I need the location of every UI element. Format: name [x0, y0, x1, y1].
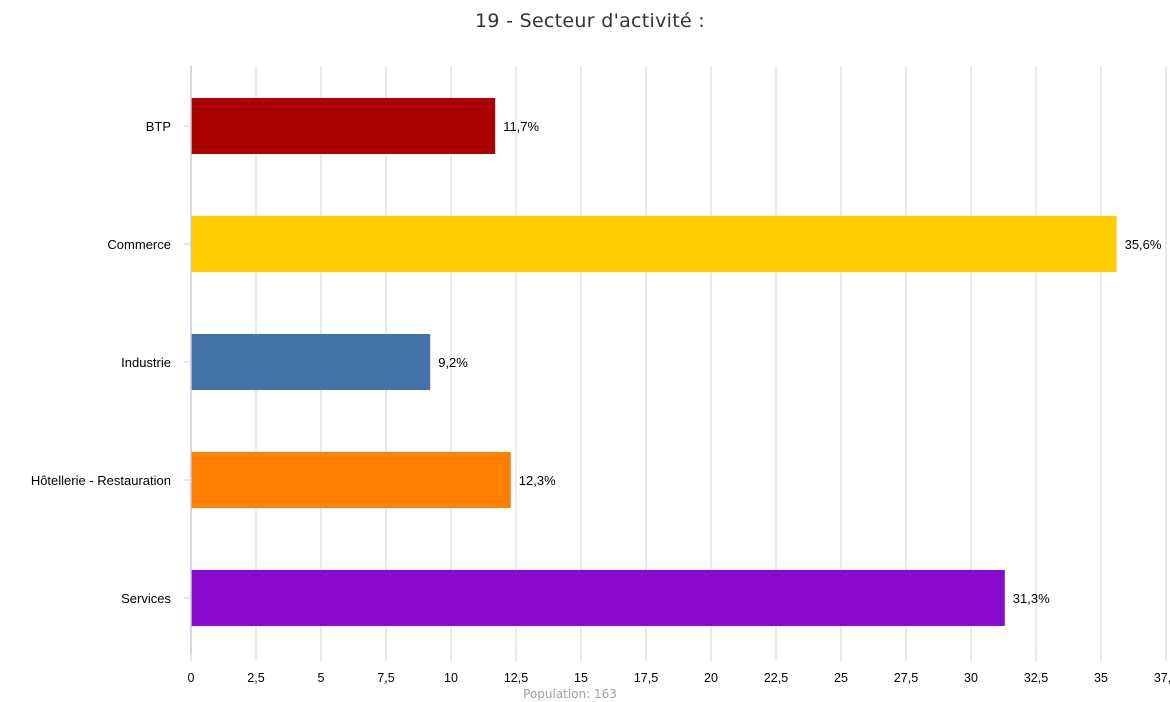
data-label: 11,7%	[503, 119, 539, 134]
x-tick-label: 10	[444, 671, 458, 685]
x-tick-label: 22,5	[764, 671, 788, 685]
x-tick-label: 20	[704, 671, 718, 685]
data-label: 31,3%	[1013, 591, 1050, 606]
grid-lines	[255, 66, 1167, 654]
x-tick-label: 37,5	[1154, 671, 1170, 685]
x-tick-label: 15	[574, 671, 588, 685]
axes	[184, 66, 1167, 661]
x-tick-label: 27,5	[894, 671, 918, 685]
x-tick-label: 32,5	[1024, 671, 1048, 685]
data-label: 9,2%	[438, 355, 468, 370]
x-tick-label: 5	[318, 671, 325, 685]
bar	[191, 570, 1005, 626]
x-tick-label: 7,5	[377, 671, 394, 685]
labels: 0 2,5 5 7,5 10 12,5 15 17,5 20 22,5 25 27,5 30 32,5 35…	[31, 119, 1170, 685]
category-label: Commerce	[107, 237, 171, 252]
category-label: Services	[121, 591, 171, 606]
category-label: BTP	[146, 119, 171, 134]
bar	[191, 452, 511, 508]
x-tick-label: 12,5	[504, 671, 528, 685]
chart-title: 19 - Secteur d'activité :	[474, 10, 706, 32]
x-tick-label: 17,5	[634, 671, 658, 685]
data-label: 12,3%	[519, 473, 556, 488]
bar	[191, 98, 496, 154]
bar	[191, 216, 1117, 272]
bars	[191, 98, 1117, 626]
x-tick-label: 30	[964, 671, 978, 685]
bar	[191, 334, 431, 390]
category-label: Industrie	[121, 355, 171, 370]
population-footer: Population: 163	[523, 687, 617, 701]
category-label: Hôtellerie - Restauration	[31, 473, 171, 488]
x-tick-label: 0	[188, 671, 195, 685]
x-tick-label: 35	[1094, 671, 1108, 685]
x-tick-label: 2,5	[247, 671, 264, 685]
data-label: 35,6%	[1125, 237, 1162, 252]
x-tick-label: 25	[834, 671, 848, 685]
